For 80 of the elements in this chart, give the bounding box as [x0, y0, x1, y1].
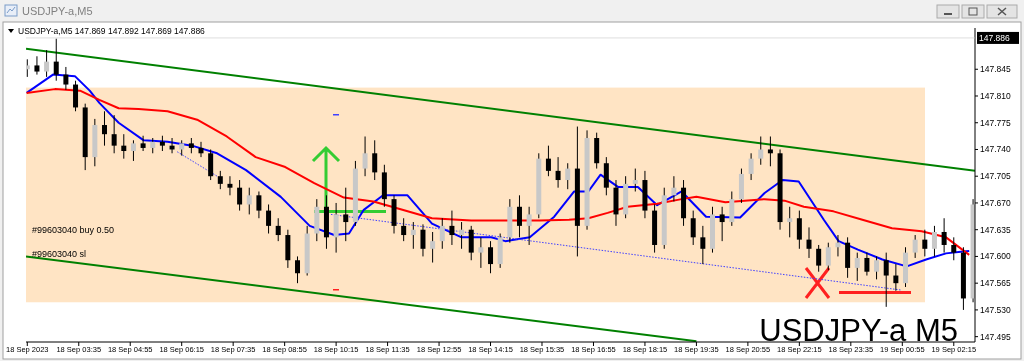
y-tick-label: 147.600: [980, 251, 1011, 262]
candlestick: [912, 234, 918, 259]
candlestick: [854, 252, 860, 282]
candlestick: [468, 225, 474, 261]
y-tick-label: 147.845: [980, 64, 1011, 75]
candlestick: [275, 217, 281, 242]
candlestick: [883, 252, 889, 308]
candlestick: [729, 190, 735, 227]
candlestick: [565, 162, 571, 190]
candlestick: [449, 210, 455, 246]
annotation: #99603040 sl: [32, 249, 87, 259]
candlestick: [198, 141, 204, 158]
candlestick: [516, 194, 522, 238]
candlestick: [488, 240, 494, 274]
candlestick: [333, 202, 339, 254]
candlestick: [951, 236, 957, 261]
candlestick: [410, 221, 416, 250]
candlestick: [796, 210, 802, 250]
candlestick: [227, 175, 233, 196]
candlestick: [787, 206, 793, 238]
candlestick: [295, 255, 301, 284]
candlestick: [420, 223, 426, 257]
candlestick: [931, 225, 937, 257]
candlestick: [101, 110, 107, 147]
candlestick: [237, 179, 243, 212]
y-tick-label: 147.670: [980, 197, 1011, 208]
y-tick-label: 147.635: [980, 224, 1011, 235]
candlestick: [44, 49, 50, 78]
candlestick: [208, 148, 214, 181]
candlestick: [63, 66, 69, 91]
candlestick: [439, 217, 445, 250]
candlestick: [401, 217, 407, 242]
y-tick-label: 147.775: [980, 117, 1011, 128]
candlestick: [922, 229, 928, 257]
candlestick: [767, 135, 773, 167]
candlestick: [700, 225, 706, 265]
candlestick: [256, 190, 262, 219]
chart-title: USDJPY-a,M5: [22, 5, 93, 17]
y-tick-label: 147.530: [980, 304, 1011, 315]
candlestick: [748, 152, 754, 181]
candlestick: [459, 221, 465, 250]
candlestick: [526, 206, 532, 246]
candlestick: [362, 135, 368, 177]
candlestick: [632, 168, 638, 192]
candlestick: [111, 114, 117, 154]
annotation: #99603040 buy 0.50: [32, 225, 115, 235]
candlestick: [671, 175, 677, 202]
candlestick: [864, 252, 870, 277]
candlestick: [941, 217, 947, 254]
candlestick: [343, 187, 349, 242]
candlestick: [140, 135, 146, 152]
candlestick: [478, 236, 484, 269]
candlestick: [266, 203, 272, 235]
candlestick: [246, 187, 252, 215]
candlestick: [217, 170, 223, 190]
candlestick: [893, 263, 899, 292]
y-tick-label: 147.705: [980, 171, 1011, 182]
chart-subtitle: USDJPY-a,M5 147.869 147.892 147.869 147.886: [18, 26, 206, 36]
candlestick: [121, 133, 127, 160]
candlestick: [545, 145, 551, 177]
candlestick: [430, 231, 436, 264]
candlestick: [825, 242, 831, 271]
candlestick: [874, 255, 880, 280]
ref-line-label: 147.886: [979, 33, 1010, 44]
candlestick: [555, 156, 561, 189]
candlestick: [34, 55, 40, 76]
candlestick: [372, 139, 378, 181]
candlestick: [690, 210, 696, 246]
y-tick-label: 147.810: [980, 91, 1011, 101]
annotation: USDJPY-a M5: [759, 313, 958, 348]
candlestick: [130, 139, 136, 162]
candlestick: [73, 80, 79, 112]
candlestick: [53, 38, 59, 82]
y-tick-label: 147.565: [980, 278, 1011, 289]
candlestick: [816, 244, 822, 273]
y-tick-label: 147.495: [980, 331, 1011, 342]
candlestick: [719, 206, 725, 242]
candlestick: [758, 135, 764, 166]
y-tick-label: 147.740: [980, 144, 1011, 155]
candlestick: [806, 226, 812, 259]
